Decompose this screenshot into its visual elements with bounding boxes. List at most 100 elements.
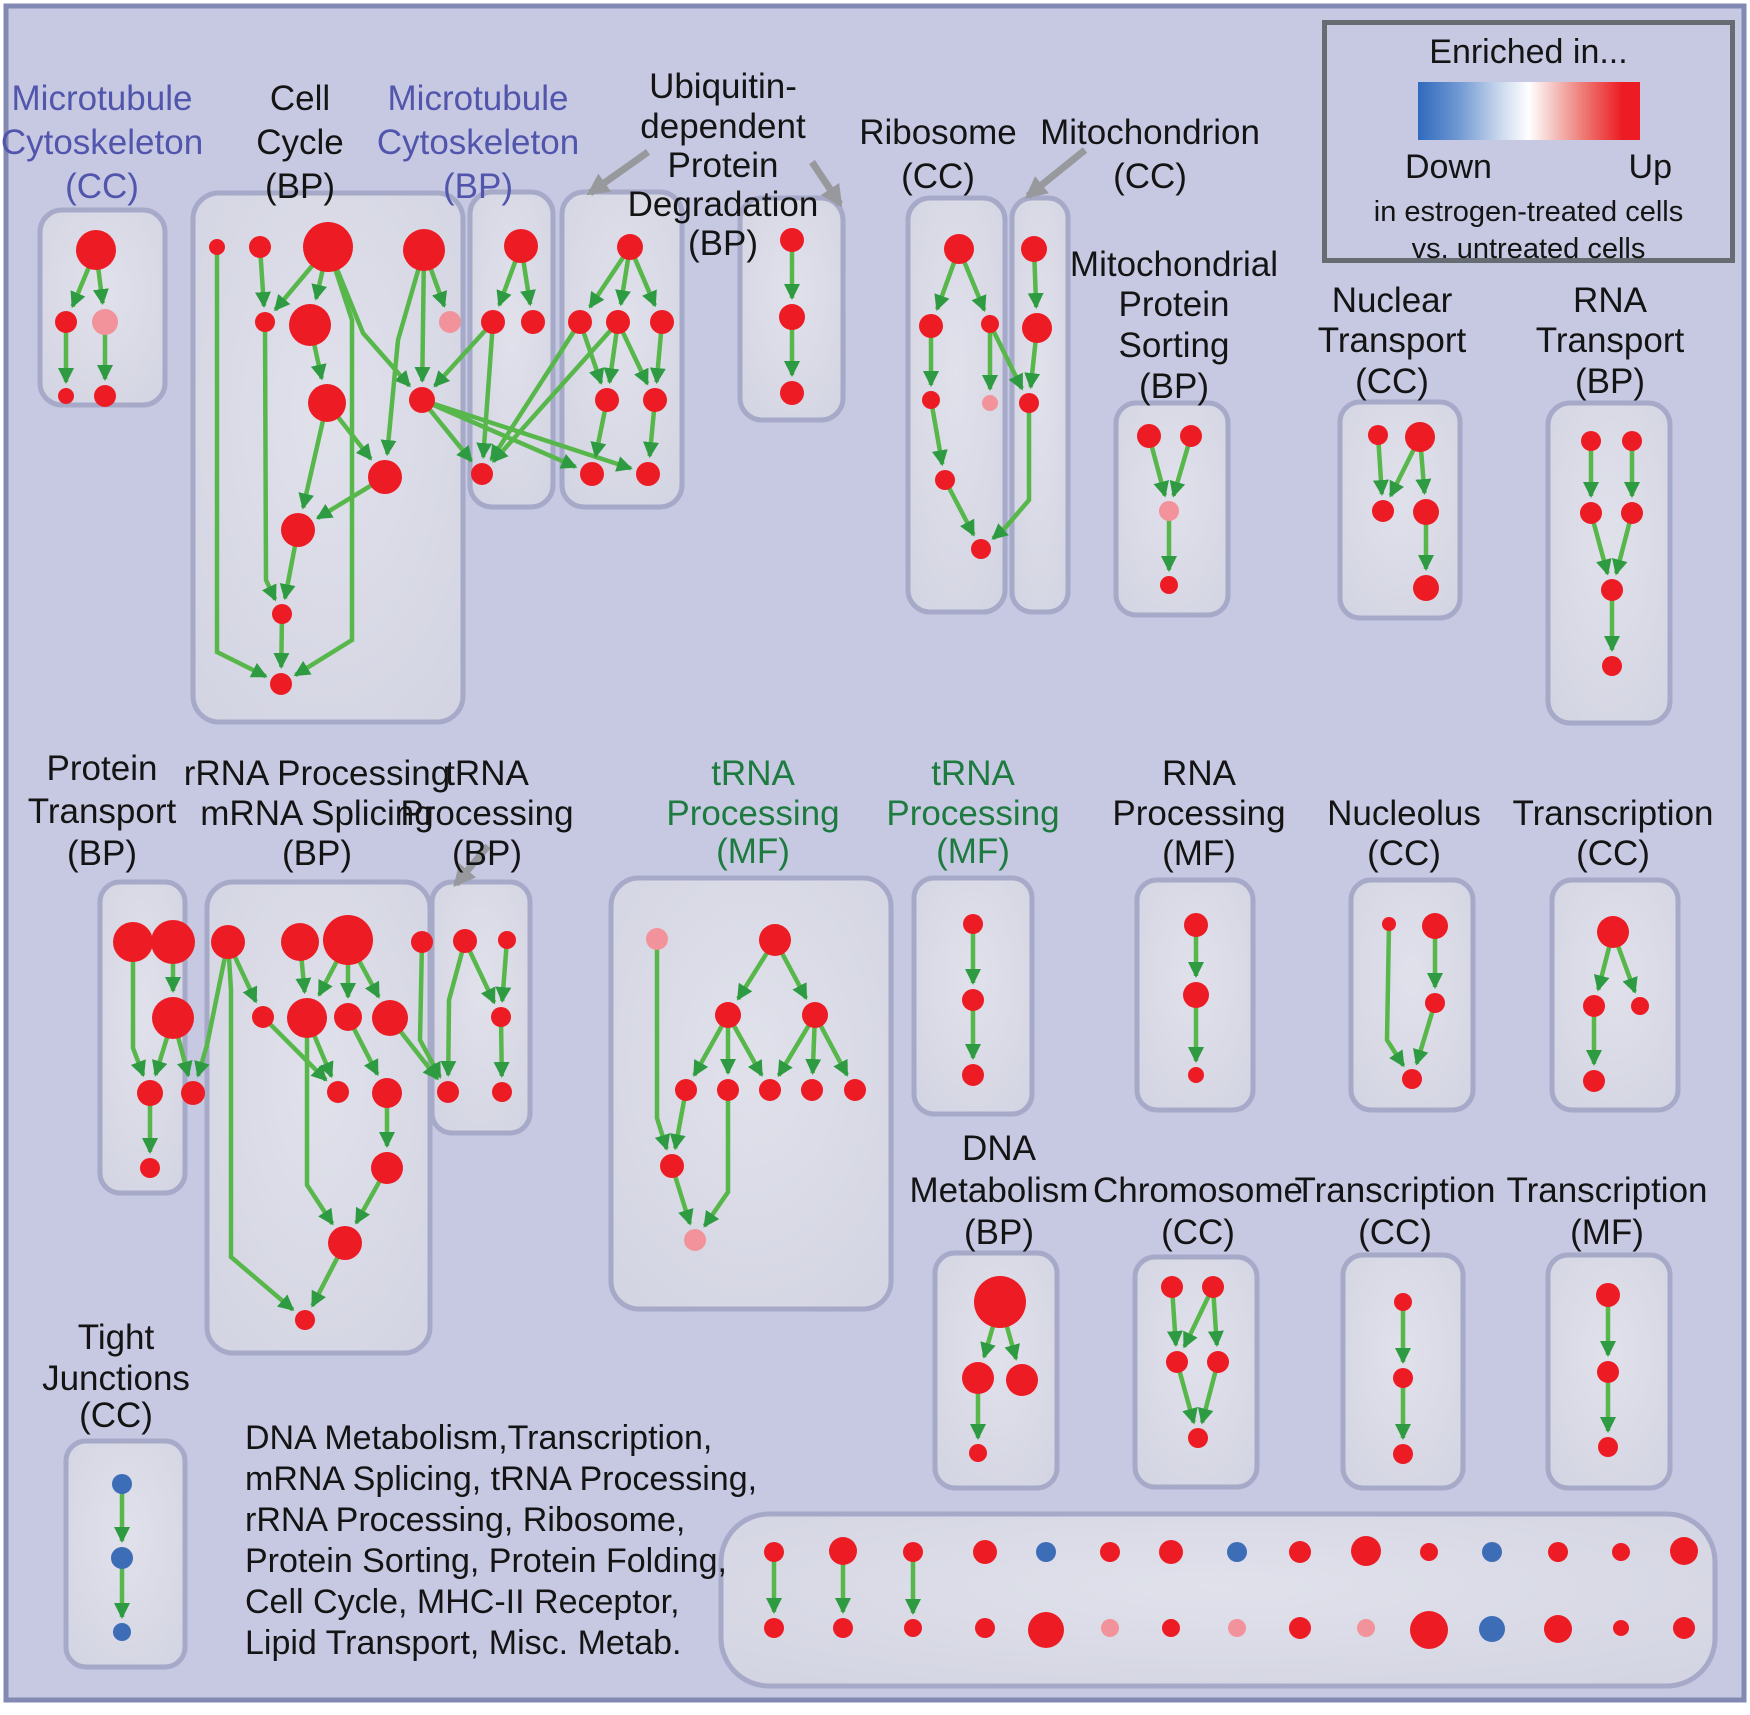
node-E2 xyxy=(779,304,805,330)
cluster-boxes xyxy=(37,189,1718,1689)
edge-L7-L10 xyxy=(351,1027,380,1077)
edge-N4-N8 xyxy=(805,1026,822,1076)
node-D8 xyxy=(636,462,660,486)
node-M5 xyxy=(492,1082,512,1102)
node-B12 xyxy=(272,604,292,624)
trna-processing-mf-small-label: tRNA xyxy=(931,754,1015,793)
node-S1 xyxy=(974,1276,1026,1328)
edge-B4-B10 xyxy=(380,268,421,457)
node-L3 xyxy=(323,915,373,965)
node-B8 xyxy=(308,384,346,422)
node-X7t xyxy=(1159,1540,1183,1564)
annotation-line-1: DNA Metabolism,Transcription, xyxy=(245,1419,712,1457)
edge-J4-J5 xyxy=(1612,522,1632,576)
node-X9b xyxy=(1289,1617,1311,1639)
node-N8 xyxy=(801,1079,823,1101)
node-B11 xyxy=(281,513,315,547)
node-L1 xyxy=(211,925,245,959)
node-W2 xyxy=(111,1547,133,1569)
edge-N6-N11 xyxy=(702,1100,731,1228)
microtubule-cytoskeleton-bp-label: Cytoskeleton xyxy=(377,123,579,162)
node-X3t xyxy=(903,1542,923,1562)
ubiquitin-degradation-box-1-label: dependent xyxy=(640,107,806,146)
node-F2 xyxy=(919,314,943,338)
edge-B6-B8 xyxy=(310,344,327,381)
cell-cycle-bp-label: Cycle xyxy=(256,123,344,162)
node-B6 xyxy=(289,304,331,346)
edge-B4-B7 xyxy=(428,268,447,308)
edge-T2-T3 xyxy=(1182,1295,1211,1349)
node-B5 xyxy=(255,312,275,332)
node-L6 xyxy=(287,998,327,1038)
edge-Q1-Q4 xyxy=(1384,929,1406,1068)
ribosome-cc-label: Ribosome xyxy=(859,113,1017,152)
node-T3 xyxy=(1166,1351,1188,1373)
edge-T1-T3 xyxy=(1166,1296,1183,1348)
rrna-processing-mrna-splicing-bp-label: mRNA Splicing xyxy=(200,794,433,833)
edge-L13-L14 xyxy=(310,1256,340,1308)
node-B7 xyxy=(439,311,461,333)
node-H1 xyxy=(1137,424,1161,448)
edge-N4-N9 xyxy=(818,1024,849,1077)
edge-A1-A2 xyxy=(70,266,91,309)
dna-metabolism-bp-label: (BP) xyxy=(964,1213,1034,1252)
edge-G3-F7 xyxy=(991,412,1032,541)
edge-L2-L6 xyxy=(295,959,312,995)
transcription-cc-mid-label: (CC) xyxy=(1576,834,1650,873)
node-L2 xyxy=(281,923,319,961)
edge-B3-B6 xyxy=(311,269,328,301)
node-E3 xyxy=(780,381,804,405)
edge-M3-M5 xyxy=(493,1025,510,1078)
label-pointer-arrow-4 xyxy=(453,843,491,888)
mitochondrial-protein-sorting-bp-label: (BP) xyxy=(1139,367,1209,406)
node-A1 xyxy=(76,230,116,270)
edge-L8-M4 xyxy=(398,1029,440,1081)
nucleolus-cc-label: (CC) xyxy=(1367,834,1441,873)
cluster-labels: Microtubule Cytoskeleton (CC) Cell Cycle (BP)… xyxy=(1,67,1714,1662)
edge-B3-B13 xyxy=(293,269,355,677)
node-X11b xyxy=(1410,1611,1448,1649)
node-X2b xyxy=(833,1618,853,1638)
ribosome-cc-label: (CC) xyxy=(901,157,975,196)
node-G2 xyxy=(1022,313,1052,343)
edge-D2-D5 xyxy=(581,331,605,385)
misc-metabolism-wide-box xyxy=(718,1511,1718,1689)
node-L14 xyxy=(295,1310,315,1330)
node-F4 xyxy=(922,391,940,409)
edge-D1-D3 xyxy=(615,258,631,307)
cell-cycle-bp-label: Cell xyxy=(270,79,330,118)
node-U1 xyxy=(1394,1293,1412,1311)
node-F6 xyxy=(935,470,955,490)
node-K3 xyxy=(152,997,194,1039)
node-X4t xyxy=(973,1540,997,1564)
edge-N4-N7 xyxy=(776,1024,811,1078)
node-N9 xyxy=(844,1079,866,1101)
trna-processing-mf-large-label: tRNA xyxy=(711,754,795,793)
node-X14b xyxy=(1613,1620,1629,1636)
edge-D5-D7 xyxy=(590,410,608,459)
node-R2 xyxy=(1583,995,1605,1017)
rna-processing-mf-label: RNA xyxy=(1162,754,1237,793)
edge-B8-B11 xyxy=(298,420,326,510)
node-E1 xyxy=(780,228,804,252)
rna-processing-mf-label: (MF) xyxy=(1162,834,1236,873)
node-X2t xyxy=(829,1537,857,1565)
legend-box: Enriched in... Down Up in estrogen-treat… xyxy=(1322,20,1735,265)
node-X11t xyxy=(1420,1543,1438,1561)
edge-I2-I3 xyxy=(1388,448,1416,498)
edge-N3-N5 xyxy=(692,1024,725,1077)
node-I1 xyxy=(1368,425,1388,445)
edge-T3-T5 xyxy=(1177,1371,1198,1425)
edge-H1-H3 xyxy=(1149,446,1170,498)
edge-K1-K4 xyxy=(130,961,146,1078)
edge-F6-F7 xyxy=(947,486,976,537)
node-R4 xyxy=(1583,1070,1605,1092)
mitochondrion-cc-label: (CC) xyxy=(1113,157,1187,196)
node-L5 xyxy=(252,1006,274,1028)
node-W1 xyxy=(112,1474,132,1494)
node-K5 xyxy=(181,1081,205,1105)
node-H4 xyxy=(1160,576,1178,594)
ubiquitin-degradation-box-1-label: Ubiquitin- xyxy=(649,67,797,106)
node-N1 xyxy=(646,928,668,950)
edge-K3-K5 xyxy=(175,1036,193,1078)
